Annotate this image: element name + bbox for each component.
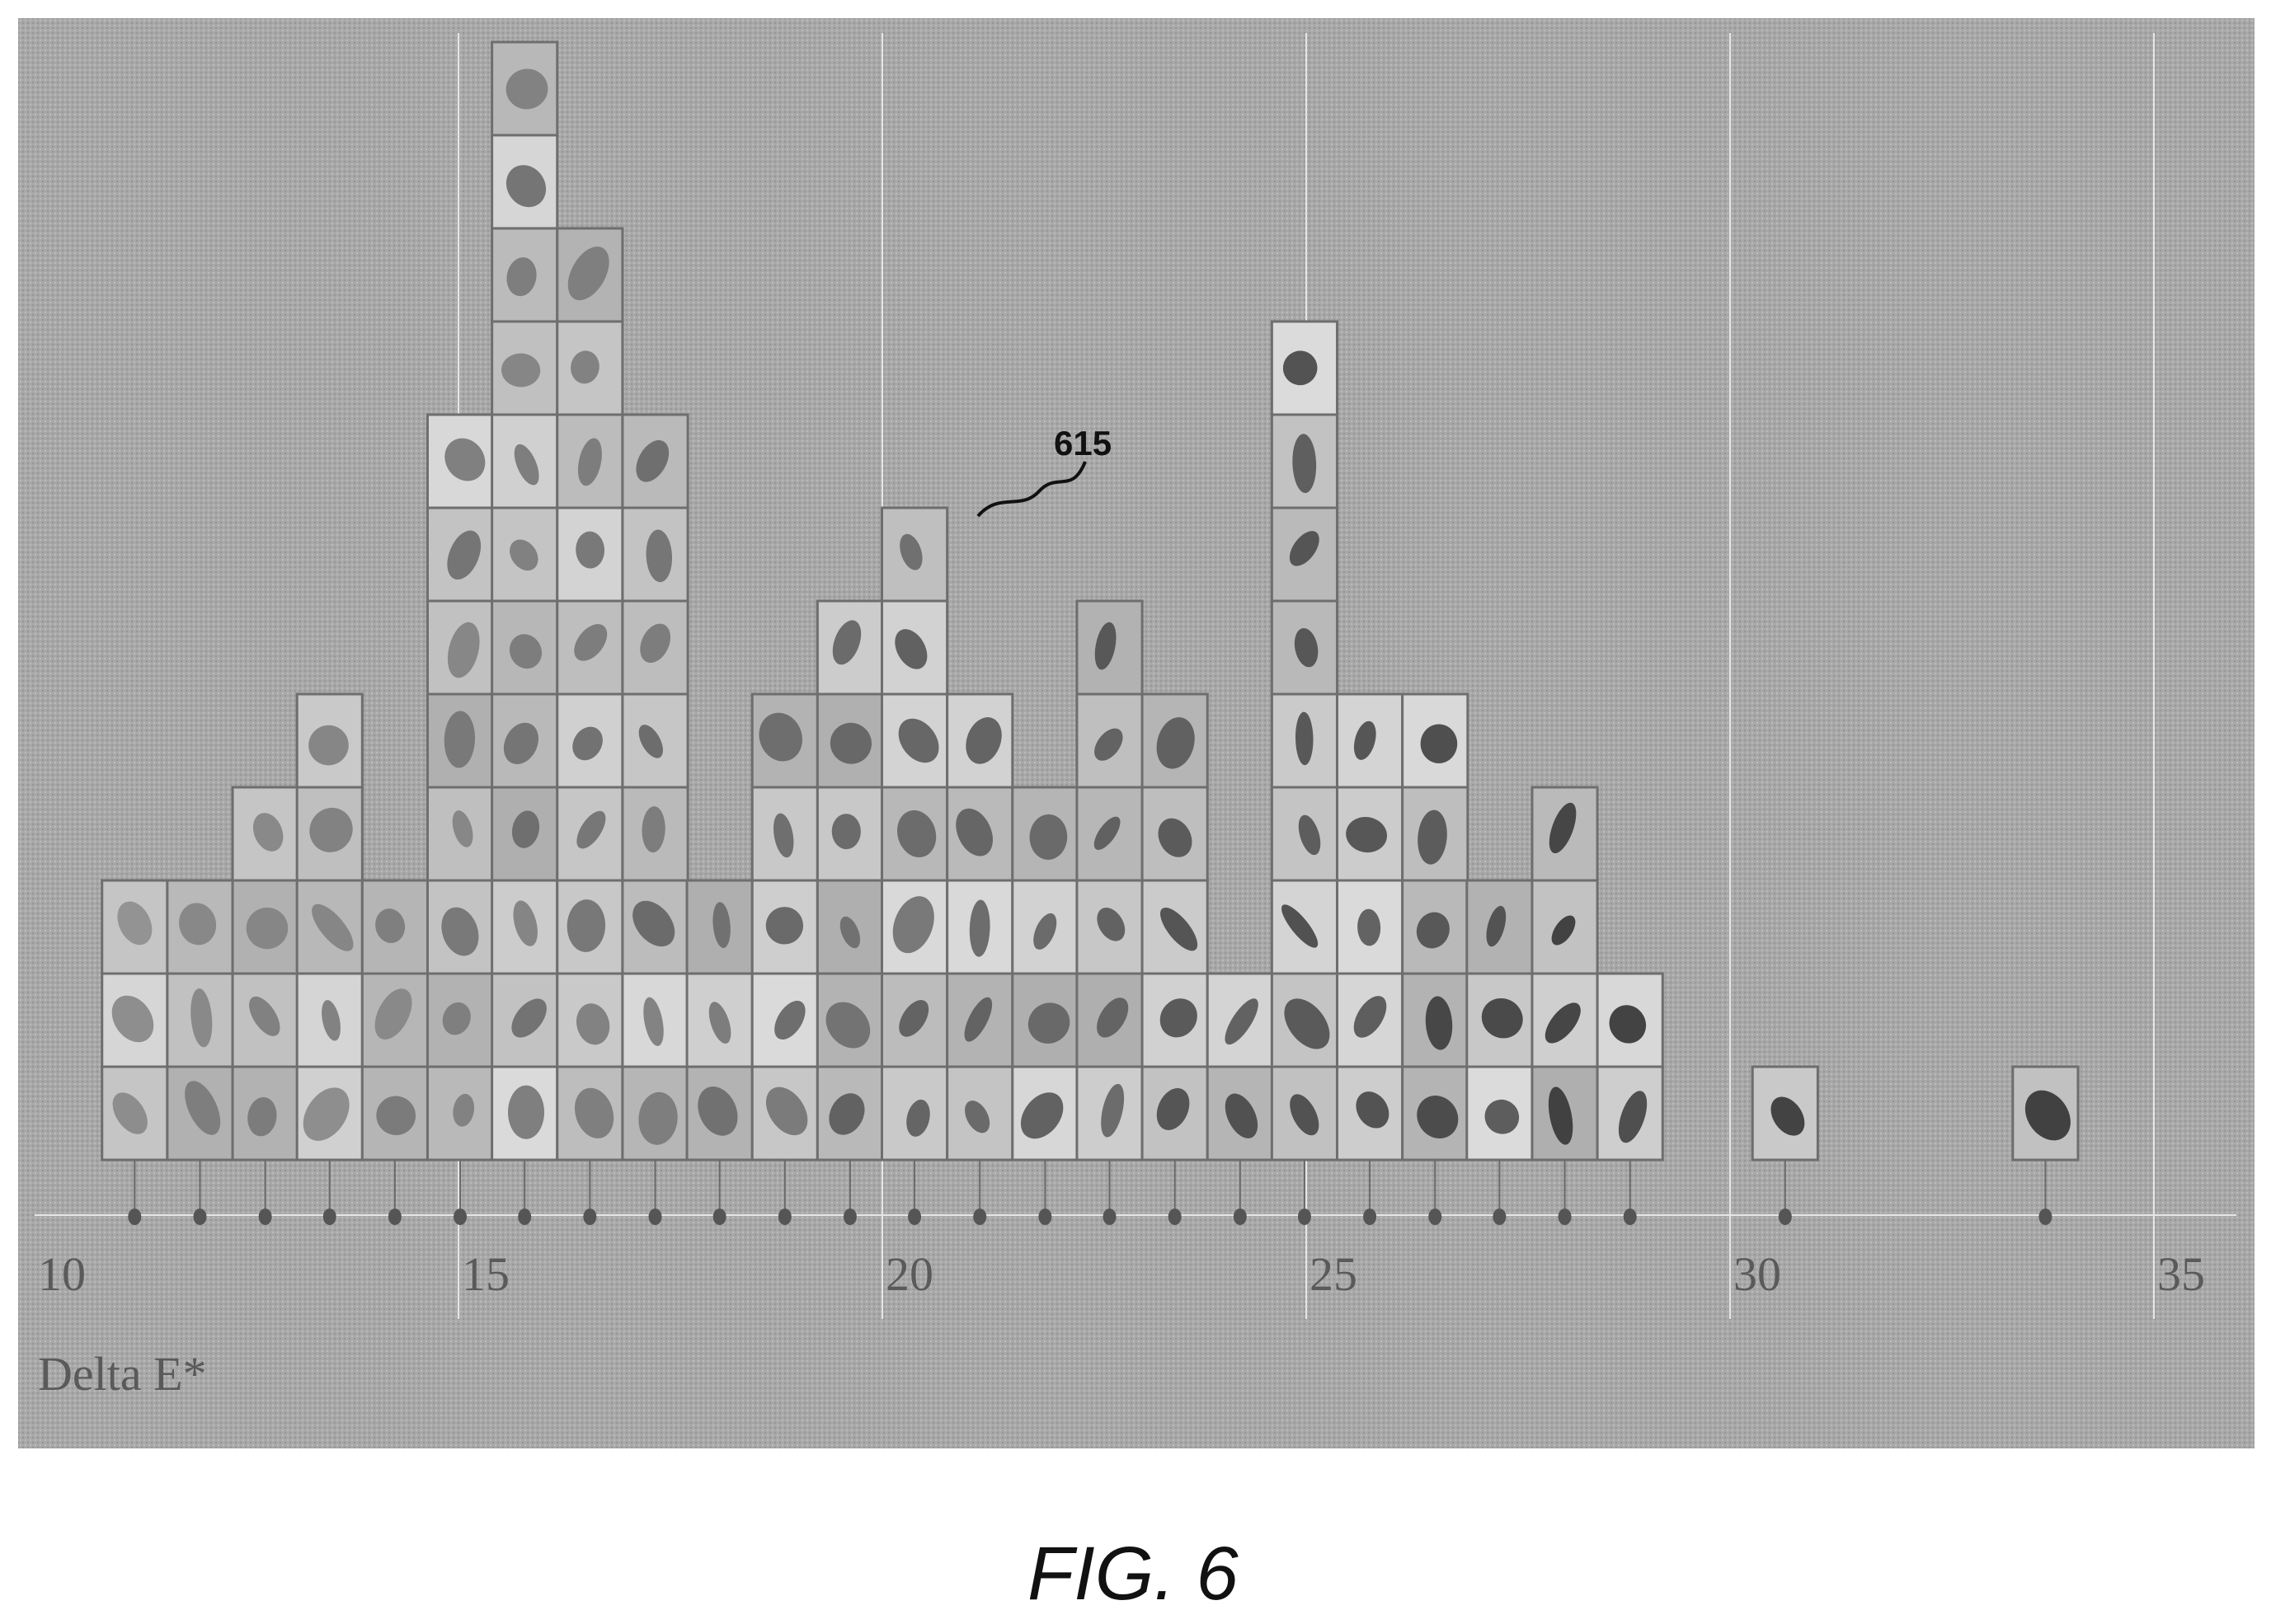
histogram-bin — [492, 42, 557, 1225]
histogram-bin — [1142, 694, 1207, 1225]
figure-label: FIG. 6 — [1027, 1532, 1239, 1616]
bin-marker — [908, 1209, 921, 1225]
bin-marker — [1363, 1209, 1376, 1225]
histogram-bin — [623, 415, 688, 1225]
bin-marker — [259, 1209, 272, 1225]
histogram-bin — [1403, 694, 1468, 1225]
x-tick-label: 10 — [38, 1247, 86, 1301]
bin-marker — [1493, 1209, 1506, 1225]
bin-marker — [193, 1209, 206, 1225]
bin-marker — [1234, 1209, 1247, 1225]
bin-marker — [1038, 1209, 1051, 1225]
bin-marker — [844, 1209, 857, 1225]
histogram-bin — [882, 508, 947, 1225]
histogram-bin — [816, 601, 882, 1225]
bin-marker — [648, 1209, 661, 1225]
histogram-bin — [1012, 787, 1078, 1225]
bin-marker — [1103, 1209, 1117, 1225]
bin-marker — [518, 1209, 531, 1225]
bin-marker — [388, 1209, 402, 1225]
bin-marker — [1298, 1209, 1311, 1225]
histogram-bin — [1077, 601, 1142, 1225]
histogram-bin — [947, 694, 1013, 1225]
x-tick-label: 20 — [886, 1247, 933, 1301]
bin-marker — [323, 1209, 336, 1225]
bin-marker — [778, 1209, 792, 1225]
annotation-615: 615 — [1054, 424, 1112, 462]
bin-marker — [973, 1209, 986, 1225]
bin-marker — [1624, 1209, 1637, 1225]
bin-marker — [2038, 1209, 2052, 1225]
sample-spot — [508, 1086, 544, 1139]
histogram-bin — [427, 415, 493, 1225]
bin-marker — [713, 1209, 726, 1225]
histogram-bin — [1338, 694, 1403, 1225]
sample-spot — [1421, 724, 1458, 763]
bin-marker — [1779, 1209, 1792, 1225]
x-tick-label: 25 — [1309, 1247, 1357, 1301]
bin-marker — [128, 1209, 141, 1225]
x-axis-title: Delta E* — [38, 1347, 207, 1401]
histogram-bin — [557, 228, 623, 1225]
bin-marker — [1168, 1209, 1182, 1225]
bin-marker — [583, 1209, 596, 1225]
histogram-bin — [1272, 322, 1338, 1225]
bin-marker — [1559, 1209, 1572, 1225]
histogram-bin — [1532, 787, 1597, 1225]
x-tick-label: 35 — [2157, 1247, 2205, 1301]
x-tick-label: 15 — [462, 1247, 510, 1301]
bin-marker — [454, 1209, 467, 1225]
bin-marker — [1428, 1209, 1441, 1225]
histogram-bin — [233, 787, 298, 1225]
histogram-bin — [752, 694, 817, 1225]
histogram-bin — [294, 694, 362, 1225]
x-tick-label: 30 — [1733, 1247, 1781, 1301]
